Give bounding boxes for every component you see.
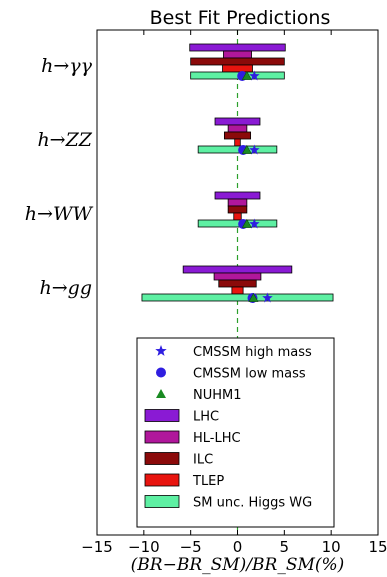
x-tick-label-4: 0 bbox=[233, 538, 243, 556]
legend-marker-cmssm-low-mass bbox=[156, 367, 166, 378]
legend-label-nuhm1: NUHM1 bbox=[193, 388, 242, 403]
bar-tlep-2 bbox=[234, 138, 241, 147]
process-label-3: h→WW bbox=[25, 203, 94, 225]
legend-label-cmssm-low-mass: CMSSM low mass bbox=[193, 367, 306, 382]
bar-hl-lhc-4 bbox=[213, 272, 262, 281]
bar-ilc-1 bbox=[190, 57, 285, 66]
bar-lhc-1 bbox=[189, 43, 286, 52]
point-nuhm1-3 bbox=[241, 218, 252, 228]
point-nuhm1-1 bbox=[241, 70, 252, 80]
legend-swatch-sm-unc-higgs-wg bbox=[144, 495, 180, 508]
point-nuhm1-4 bbox=[248, 292, 259, 302]
legend-marker-nuhm1 bbox=[156, 389, 166, 398]
bar-ilc-4 bbox=[218, 279, 257, 288]
x-tick-label-6: 10 bbox=[322, 538, 341, 556]
legend-marker-cmssm-high-mass bbox=[155, 345, 167, 356]
legend-swatch-tlep bbox=[144, 473, 180, 487]
bar-hl-lhc-3 bbox=[227, 198, 248, 207]
legend-swatch-hl-lhc bbox=[144, 430, 180, 444]
legend: CMSSM high mass CMSSM low mass NUHM1 LHC HL-… bbox=[136, 337, 335, 528]
process-label-2: h→ZZ bbox=[37, 129, 92, 151]
legend-label-tlep: TLEP bbox=[192, 474, 224, 489]
point-cmssm-high-mass-1 bbox=[249, 70, 260, 81]
process-label-4: h→gg bbox=[40, 277, 92, 299]
x-tick-label-2: −10 bbox=[128, 538, 160, 556]
point-cmssm-high-mass-2 bbox=[249, 144, 260, 155]
legend-label-sm-unc-higgs-wg: SM unc. Higgs WG bbox=[193, 496, 312, 511]
x-axis-label: (BR−BR_SM)/BR_SM(%) bbox=[131, 555, 345, 575]
bar-sm-unc-higgs-wg-2 bbox=[197, 145, 278, 154]
bar-sm-unc-higgs-wg-3 bbox=[197, 219, 278, 228]
x-tick-label-5: 5 bbox=[280, 538, 290, 556]
point-cmssm-high-mass-3 bbox=[249, 218, 260, 229]
legend-label-cmssm-high-mass: CMSSM high mass bbox=[193, 345, 312, 360]
point-cmssm-high-mass-4 bbox=[262, 292, 273, 303]
legend-swatch-ilc bbox=[144, 452, 180, 465]
legend-label-lhc: LHC bbox=[193, 410, 219, 425]
bar-hl-lhc-2 bbox=[227, 124, 248, 133]
bar-sm-unc-higgs-wg-4 bbox=[141, 293, 334, 302]
legend-label-hl-lhc: HL-LHC bbox=[193, 431, 241, 446]
bar-tlep-1 bbox=[222, 64, 253, 73]
process-label-1: h→γγ bbox=[41, 55, 93, 77]
legend-label-ilc: ILC bbox=[193, 453, 213, 468]
plot-area: h→γγ h→ZZ h→WW h→gg −15 −10 −5 0 5 10 15 (BR−BR_SM)… bbox=[25, 29, 387, 575]
bar-ilc-3 bbox=[227, 205, 248, 214]
x-tick-label-7: 15 bbox=[368, 538, 387, 556]
bar-hl-lhc-1 bbox=[223, 50, 252, 59]
bar-lhc-2 bbox=[214, 117, 261, 126]
bar-tlep-4 bbox=[231, 286, 244, 295]
bar-lhc-4 bbox=[182, 265, 293, 274]
x-tick-label-3: −5 bbox=[180, 538, 202, 556]
bar-lhc-3 bbox=[214, 191, 261, 200]
bar-tlep-3 bbox=[233, 212, 242, 221]
legend-swatch-lhc bbox=[144, 409, 180, 422]
point-nuhm1-2 bbox=[241, 144, 252, 154]
x-tick-label-1: −15 bbox=[81, 538, 113, 556]
bar-ilc-2 bbox=[223, 131, 252, 140]
chart-title: Best Fit Predictions bbox=[150, 7, 331, 29]
